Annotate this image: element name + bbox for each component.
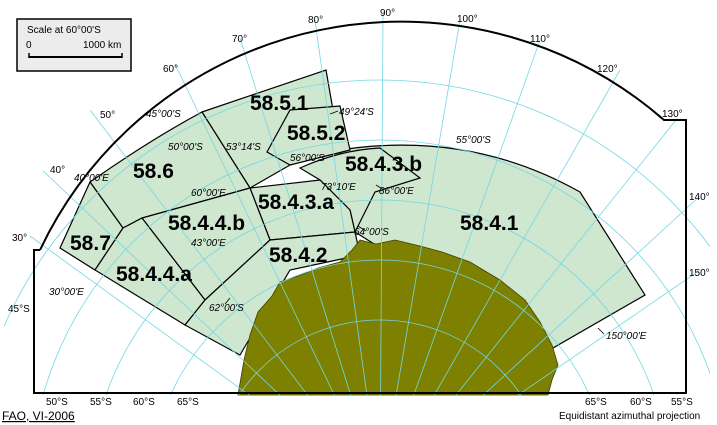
boundary-label: 49°24'S — [339, 107, 374, 118]
latitude-label: 65°S — [177, 397, 199, 408]
area-polygons — [59, 69, 646, 356]
area-label-58-4-1: 58.4.1 — [460, 212, 519, 235]
longitude-label: 60° — [163, 64, 178, 75]
scale-box: Scale at 60°00'S 0 1000 km — [16, 18, 132, 72]
boundary-label: 40°00'E — [74, 173, 109, 184]
label-leaders — [224, 110, 605, 335]
latitude-label: 55°S — [90, 397, 112, 408]
boundary-label: 62°00'S — [209, 303, 244, 314]
boundary-label: 64°00'S — [354, 227, 389, 238]
longitude-label: 110° — [530, 34, 550, 45]
boundary-label: 30°00'E — [49, 287, 84, 298]
boundary-label: 60°00'E — [191, 188, 226, 199]
area-label-58-5-1: 58.5.1 — [250, 92, 309, 115]
projection-frame — [33, 20, 687, 394]
boundary-labels: 45°00'S 49°24'S 50°00'S 53°14'S 56°00'S … — [49, 107, 647, 342]
boundary-label: 43°00'E — [191, 238, 226, 249]
area-polygon-58-4-1 — [339, 144, 646, 353]
area-label-58-4-4-a: 58.4.4.a — [116, 263, 192, 286]
boundary-label: 150°00'E — [606, 331, 647, 342]
area-label-58-4-4-b: 58.4.4.b — [168, 212, 245, 235]
boundary-label: 86°00'E — [379, 186, 414, 197]
boundary-label: 56°00'S — [290, 153, 325, 164]
boundary-label: 55°00'S — [456, 135, 491, 146]
longitude-label: 30° — [12, 233, 27, 244]
latitude-label: 60°S — [133, 397, 155, 408]
boundary-label: 53°14'S — [226, 142, 261, 153]
latitude-label: 60°S — [630, 397, 652, 408]
longitude-label: 50° — [100, 110, 115, 121]
longitude-label: 40° — [50, 165, 65, 176]
longitude-label: 100° — [457, 14, 478, 25]
longitude-label: 130° — [662, 109, 683, 120]
latitude-label: 65°S — [585, 397, 607, 408]
latitude-labels: 45°S 50°S 55°S 60°S 65°S 65°S 60°S 55°S — [8, 304, 693, 408]
scale-title: Scale at 60°00'S — [27, 25, 101, 36]
scale-max: 1000 km — [83, 40, 121, 51]
credit-text: FAO, VI-2006 — [2, 409, 75, 423]
longitude-label: 150° — [689, 268, 710, 279]
area-label-58-4-2: 58.4.2 — [269, 244, 327, 267]
area-label-58-5-2: 58.5.2 — [287, 122, 345, 145]
latitude-label: 50°S — [46, 397, 68, 408]
projection-caption: Equidistant azimuthal projection — [559, 411, 700, 422]
graticule — [4, 13, 710, 396]
longitude-label: 70° — [232, 34, 247, 45]
scale-zero: 0 — [26, 40, 32, 51]
longitude-label: 90° — [380, 8, 395, 19]
area-label-58-7: 58.7 — [70, 232, 111, 255]
latitude-label: 55°S — [671, 397, 693, 408]
area-label-58-4-3-b: 58.4.3.b — [345, 153, 422, 176]
boundary-label: 50°00'S — [168, 142, 203, 153]
longitude-label: 140° — [689, 192, 710, 203]
area-labels: 58.5.1 58.5.2 58.6 58.4.3.a 58.4.3.b 58.… — [70, 92, 519, 286]
latitude-label: 45°S — [8, 304, 30, 315]
longitude-label: 120° — [597, 64, 618, 75]
boundary-label: 45°00'S — [146, 109, 181, 120]
antarctica-landmass — [237, 239, 559, 396]
area-label-58-6: 58.6 — [133, 160, 174, 183]
longitude-labels: 30° 40° 50° 60° 70° 80° 90° 100° 110° 12… — [12, 8, 710, 279]
area-label-58-4-3-a: 58.4.3.a — [258, 191, 334, 214]
longitude-label: 80° — [308, 15, 323, 26]
boundary-label: 73°10'E — [321, 182, 356, 193]
